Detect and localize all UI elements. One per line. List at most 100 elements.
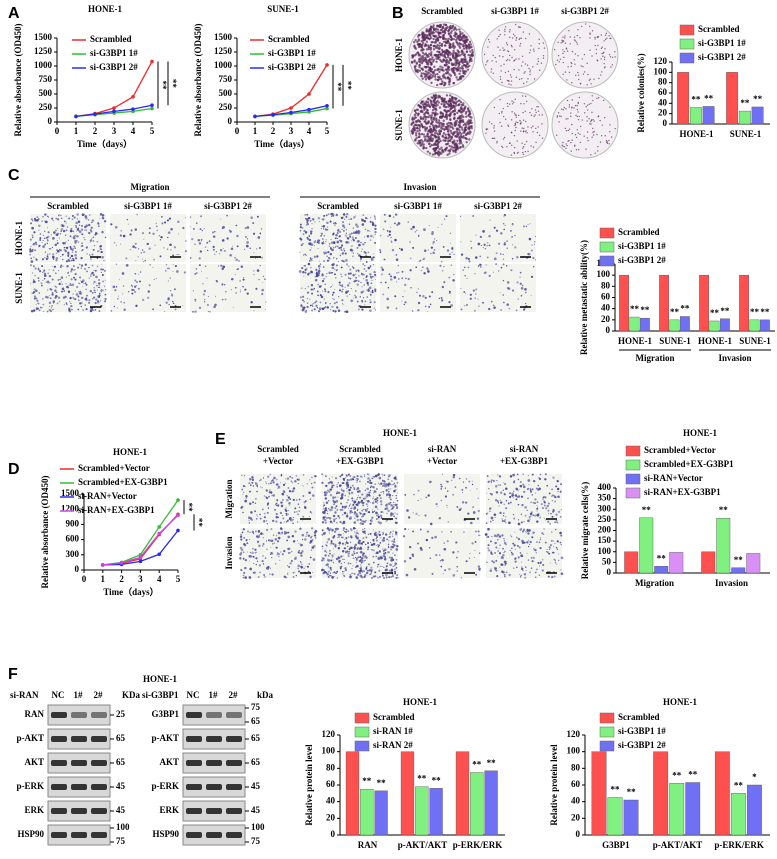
colony: [513, 134, 516, 137]
cell: [316, 306, 318, 309]
cell: [34, 274, 36, 277]
cell: [243, 475, 246, 477]
cell: [387, 483, 390, 486]
cell: [534, 235, 536, 238]
cell: [240, 265, 244, 268]
cell: [131, 288, 135, 291]
cell: [451, 251, 453, 253]
cell: [274, 503, 277, 505]
colony: [518, 114, 520, 117]
cell: [242, 557, 245, 560]
colony: [444, 148, 447, 151]
cell: [99, 300, 102, 302]
cell: [250, 216, 254, 220]
cell: [349, 546, 351, 549]
cell: [432, 240, 436, 244]
cell: [98, 310, 101, 312]
cell: [80, 267, 82, 269]
cell: [73, 298, 75, 300]
cell: [344, 310, 347, 313]
cell: [317, 294, 320, 297]
colony: [446, 139, 450, 143]
cell: [471, 483, 474, 486]
cell: [397, 278, 400, 280]
cell: [381, 539, 385, 542]
colony: [499, 121, 501, 124]
cell: [301, 484, 303, 486]
colony: [525, 140, 528, 143]
cell: [512, 497, 514, 499]
cell: [250, 517, 253, 520]
cell: [337, 535, 340, 538]
cell: [376, 544, 379, 546]
colony: [467, 109, 470, 113]
cell: [366, 234, 370, 238]
cell: [159, 255, 162, 258]
cell: [365, 536, 368, 539]
cell: [390, 568, 394, 572]
cell: [417, 542, 419, 545]
cell: [275, 504, 278, 507]
cell: [299, 543, 301, 545]
cell: [325, 275, 327, 278]
cell: [60, 230, 62, 232]
cell: [49, 305, 51, 307]
cell: [321, 238, 324, 241]
cell: [273, 542, 276, 544]
colony: [448, 133, 451, 137]
cell: [67, 258, 70, 262]
cell: [375, 539, 378, 542]
cell: [317, 241, 321, 244]
colony: [507, 125, 510, 128]
cell: [377, 557, 381, 560]
colony: [562, 52, 564, 55]
cell: [204, 265, 207, 268]
cell: [357, 478, 359, 481]
cell: [382, 536, 386, 540]
colony: [593, 78, 595, 80]
cell: [270, 546, 272, 548]
cell: [242, 574, 245, 577]
colony: [449, 35, 452, 39]
cell: [338, 284, 341, 286]
cell: [279, 533, 281, 535]
colony: [504, 34, 506, 36]
cell: [315, 537, 317, 539]
cell: [37, 267, 39, 269]
colony: [454, 52, 458, 55]
cell: [331, 576, 334, 579]
colony: [586, 84, 588, 86]
cell: [366, 487, 368, 489]
cell: [252, 572, 255, 574]
cell: [31, 272, 34, 274]
colony: [433, 134, 437, 138]
cell: [382, 574, 384, 577]
colony: [433, 147, 436, 150]
cell: [32, 290, 36, 294]
cell: [448, 276, 451, 279]
colony: [515, 58, 517, 60]
cell: [548, 492, 551, 495]
cell: [47, 253, 49, 255]
colony: [426, 150, 430, 153]
cell: [98, 285, 100, 287]
colony: [487, 59, 489, 62]
cell: [60, 224, 64, 227]
cell: [355, 237, 357, 239]
colony: [597, 115, 600, 117]
cell: [242, 484, 246, 488]
colony: [458, 140, 462, 143]
cell: [292, 518, 294, 521]
colony: [589, 49, 591, 51]
cell: [360, 260, 362, 262]
colony: [453, 141, 456, 144]
cell: [261, 292, 264, 296]
cell: [367, 499, 370, 503]
cell: [272, 543, 274, 545]
cell: [86, 253, 88, 255]
cell: [245, 538, 248, 542]
cell: [200, 215, 203, 218]
cell: [285, 478, 287, 480]
cell: [306, 213, 309, 216]
cell: [395, 506, 399, 510]
